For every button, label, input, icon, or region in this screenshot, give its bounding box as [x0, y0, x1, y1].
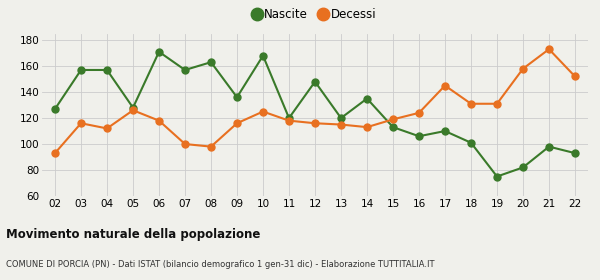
- Text: Movimento naturale della popolazione: Movimento naturale della popolazione: [6, 228, 260, 241]
- Text: COMUNE DI PORCIA (PN) - Dati ISTAT (bilancio demografico 1 gen-31 dic) - Elabora: COMUNE DI PORCIA (PN) - Dati ISTAT (bila…: [6, 260, 434, 269]
- Legend: Nascite, Decessi: Nascite, Decessi: [249, 4, 381, 26]
